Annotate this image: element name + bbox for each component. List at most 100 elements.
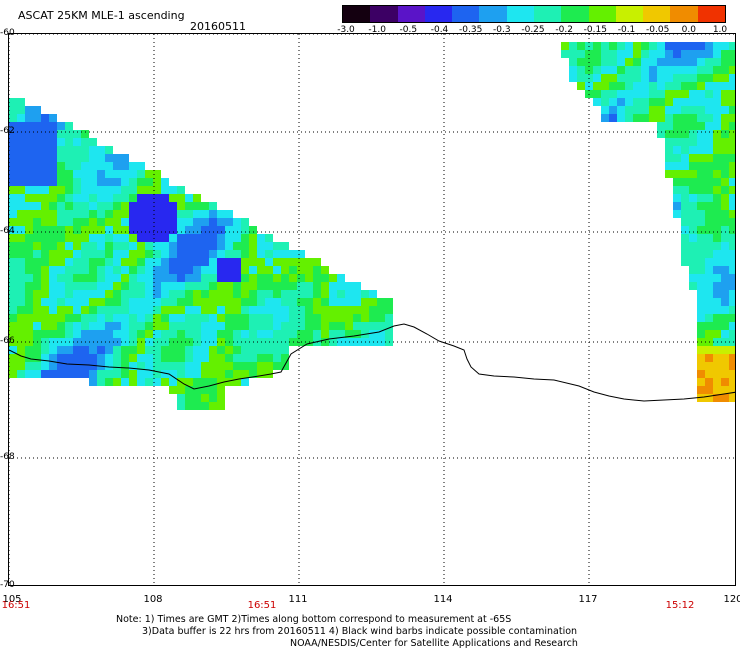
swath-pixel xyxy=(625,106,633,114)
swath-pixel xyxy=(217,402,225,410)
swath-pixel xyxy=(609,66,617,74)
swath-pixel xyxy=(721,114,729,122)
swath-pixel xyxy=(233,258,241,266)
swath-pixel xyxy=(273,242,281,250)
swath-pixel xyxy=(185,282,193,290)
swath-pixel xyxy=(81,362,89,370)
swath-pixel xyxy=(673,98,681,106)
swath-pixel xyxy=(225,242,233,250)
swath-pixel xyxy=(649,114,657,122)
swath-pixel xyxy=(25,266,33,274)
swath-pixel xyxy=(217,290,225,298)
swath-pixel xyxy=(9,274,17,282)
swath-pixel xyxy=(665,90,673,98)
swath-pixel xyxy=(713,162,721,170)
swath-pixel xyxy=(105,306,113,314)
swath-pixel xyxy=(721,178,729,186)
swath-pixel xyxy=(177,362,185,370)
swath-pixel xyxy=(9,138,17,146)
swath-pixel xyxy=(641,74,649,82)
swath-pixel xyxy=(137,210,145,218)
swath-pixel xyxy=(65,370,73,378)
swath-pixel xyxy=(81,178,89,186)
swath-pixel xyxy=(705,394,713,402)
swath-pixel xyxy=(185,370,193,378)
swath-pixel xyxy=(625,58,633,66)
swath-pixel xyxy=(649,66,657,74)
swath-pixel xyxy=(713,386,721,394)
swath-pixel xyxy=(593,58,601,66)
swath-pixel xyxy=(65,362,73,370)
swath-pixel xyxy=(185,330,193,338)
swath-pixel xyxy=(41,362,49,370)
swath-pixel xyxy=(657,114,665,122)
swath-pixel xyxy=(185,402,193,410)
swath-pixel xyxy=(217,242,225,250)
swath-pixel xyxy=(97,202,105,210)
swath-pixel xyxy=(249,354,257,362)
swath-pixel xyxy=(145,314,153,322)
swath-pixel xyxy=(201,386,209,394)
swath-pixel xyxy=(137,250,145,258)
swath-pixel xyxy=(17,170,25,178)
swath-pixel xyxy=(49,202,57,210)
swath-pixel xyxy=(121,266,129,274)
swath-pixel xyxy=(89,346,97,354)
swath-pixel xyxy=(145,378,153,386)
swath-pixel xyxy=(97,282,105,290)
swath-pixel xyxy=(617,98,625,106)
swath-pixel xyxy=(233,322,241,330)
swath-pixel xyxy=(625,66,633,74)
swath-pixel xyxy=(265,234,273,242)
swath-pixel xyxy=(665,98,673,106)
swath-pixel xyxy=(729,226,735,234)
swath-pixel xyxy=(185,354,193,362)
swath-pixel xyxy=(289,314,297,322)
swath-pixel xyxy=(617,58,625,66)
swath-pixel xyxy=(9,242,17,250)
swath-pixel xyxy=(329,330,337,338)
swath-pixel xyxy=(673,138,681,146)
swath-pixel xyxy=(185,194,193,202)
swath-pixel xyxy=(161,194,169,202)
swath-pixel xyxy=(209,290,217,298)
swath-pixel xyxy=(73,186,81,194)
swath-pixel xyxy=(121,186,129,194)
swath-pixel xyxy=(113,354,121,362)
swath-pixel xyxy=(25,346,33,354)
swath-pixel xyxy=(241,346,249,354)
swath-pixel xyxy=(105,218,113,226)
swath-pixel xyxy=(145,266,153,274)
swath-pixel xyxy=(609,42,617,50)
swath-pixel xyxy=(33,234,41,242)
swath-pixel xyxy=(617,66,625,74)
swath-pixel xyxy=(169,314,177,322)
swath-pixel xyxy=(233,218,241,226)
swath-pixel xyxy=(153,330,161,338)
swath-pixel xyxy=(81,146,89,154)
swath-pixel xyxy=(217,266,225,274)
swath-pixel xyxy=(73,258,81,266)
swath-pixel xyxy=(81,266,89,274)
swath-pixel xyxy=(705,154,713,162)
swath-pixel xyxy=(217,234,225,242)
swath-pixel xyxy=(129,210,137,218)
swath-pixel xyxy=(81,218,89,226)
swath-pixel xyxy=(665,82,673,90)
swath-pixel xyxy=(193,346,201,354)
swath-pixel xyxy=(561,50,569,58)
swath-pixel xyxy=(41,226,49,234)
swath-pixel xyxy=(177,186,185,194)
swath-pixel xyxy=(121,346,129,354)
swath-pixel xyxy=(385,330,393,338)
swath-pixel xyxy=(577,50,585,58)
swath-pixel xyxy=(209,322,217,330)
swath-pixel xyxy=(673,66,681,74)
swath-pixel xyxy=(649,82,657,90)
swath-pixel xyxy=(121,290,129,298)
swath-pixel xyxy=(697,178,705,186)
color-scale-cell xyxy=(479,6,507,22)
swath-pixel xyxy=(601,90,609,98)
swath-pixel xyxy=(161,378,169,386)
swath-pixel xyxy=(281,258,289,266)
